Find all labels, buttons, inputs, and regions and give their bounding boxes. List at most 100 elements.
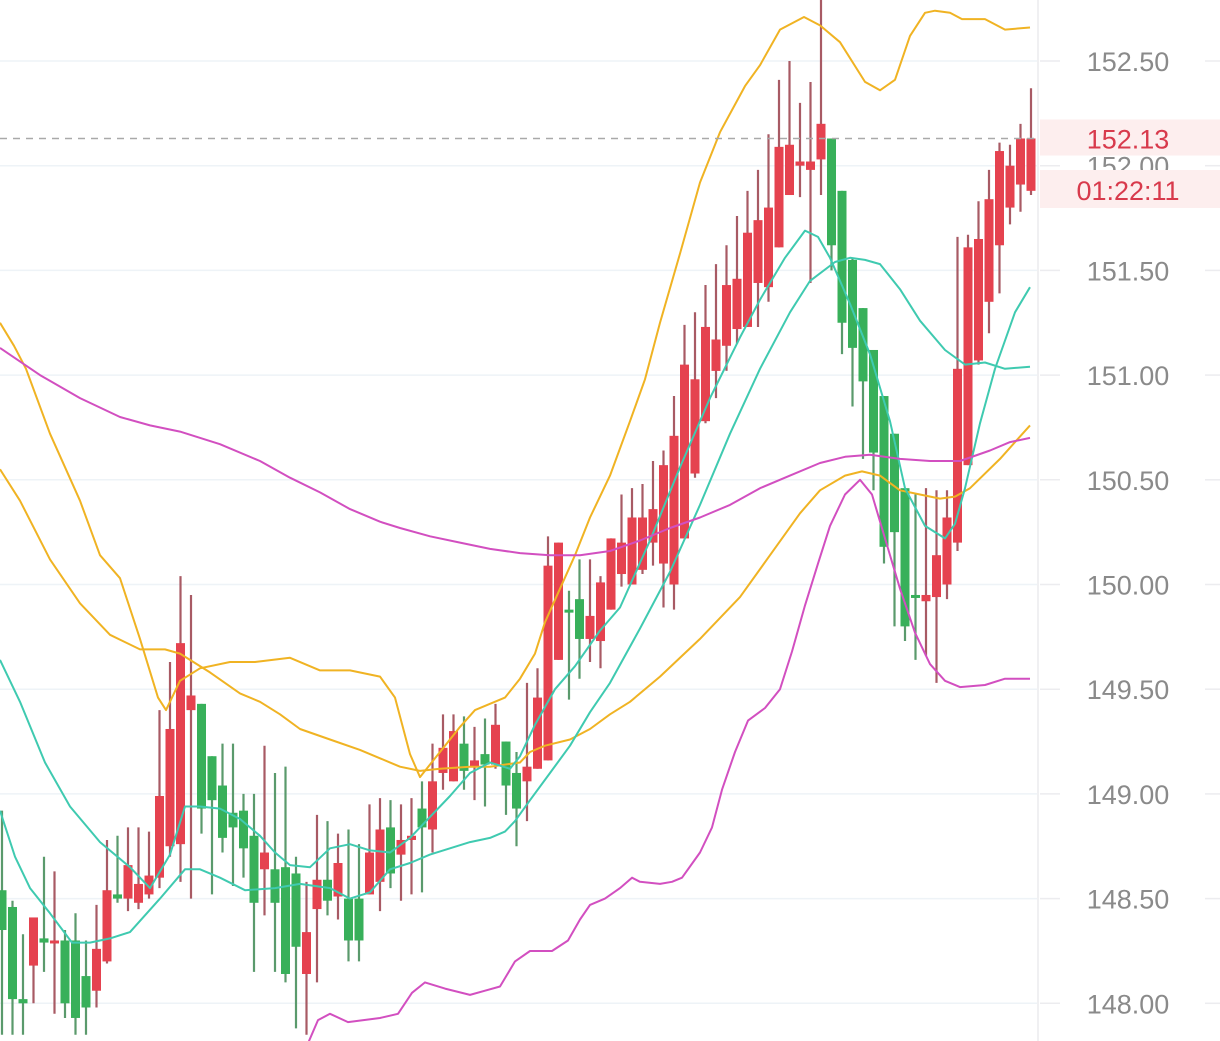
candle-up[interactable]	[312, 879, 322, 910]
candle-up[interactable]	[155, 795, 164, 878]
candle-up[interactable]	[543, 565, 553, 761]
candle-up[interactable]	[522, 766, 532, 782]
candle-up[interactable]	[1026, 138, 1036, 191]
candle-up[interactable]	[407, 835, 416, 840]
candle-up[interactable]	[365, 852, 374, 895]
candle-down[interactable]	[60, 940, 70, 1004]
candle-up[interactable]	[638, 517, 647, 570]
candle-down[interactable]	[837, 190, 847, 323]
candle-down[interactable]	[81, 976, 91, 1008]
candle-up[interactable]	[743, 232, 752, 327]
candle-down[interactable]	[18, 999, 28, 1004]
candle-up[interactable]	[974, 238, 983, 361]
candle-down[interactable]	[564, 609, 574, 613]
candle-down[interactable]	[207, 756, 217, 801]
candle-up[interactable]	[806, 161, 815, 170]
candle-up[interactable]	[932, 555, 941, 598]
candle-up[interactable]	[753, 220, 763, 283]
candle-up[interactable]	[438, 747, 448, 773]
candle-up[interactable]	[921, 594, 931, 602]
candle-down[interactable]	[113, 894, 122, 899]
candle-up[interactable]	[470, 760, 479, 767]
candle-up[interactable]	[606, 538, 616, 610]
candle-up[interactable]	[680, 364, 689, 539]
candle-up[interactable]	[260, 852, 269, 870]
candle-up[interactable]	[50, 940, 59, 944]
candle-down[interactable]	[239, 810, 248, 849]
candle-up[interactable]	[1005, 165, 1015, 208]
candle-up[interactable]	[1016, 138, 1025, 185]
candle-up[interactable]	[659, 465, 668, 564]
candle-up[interactable]	[134, 883, 143, 903]
candle-down[interactable]	[270, 869, 280, 903]
candle-down[interactable]	[0, 890, 7, 931]
candle-down[interactable]	[827, 138, 836, 246]
candle-up[interactable]	[984, 199, 994, 302]
candle-up[interactable]	[953, 368, 962, 543]
price-axis[interactable]: 148.00 148.50 149.00 149.50 150.00 150.50 151.…	[1040, 47, 1220, 1019]
candle-up[interactable]	[554, 542, 563, 660]
candle-down[interactable]	[459, 743, 469, 771]
candle-down[interactable]	[344, 898, 353, 941]
candle-down[interactable]	[575, 599, 584, 639]
candle-up[interactable]	[123, 865, 133, 899]
candle-up[interactable]	[165, 728, 175, 847]
candle-up[interactable]	[302, 932, 311, 974]
candle-down[interactable]	[890, 433, 899, 533]
candle-up[interactable]	[701, 326, 710, 422]
candle-up[interactable]	[795, 161, 805, 166]
candle-down[interactable]	[8, 906, 17, 1000]
candle-down[interactable]	[386, 827, 395, 874]
candle-up[interactable]	[333, 863, 343, 897]
candle-up[interactable]	[764, 207, 773, 288]
candle-up[interactable]	[617, 542, 626, 575]
candle-up[interactable]	[596, 582, 605, 642]
candle-up[interactable]	[428, 781, 437, 830]
candle-down[interactable]	[911, 594, 920, 598]
candle-up[interactable]	[533, 697, 542, 769]
candle-up[interactable]	[711, 339, 721, 371]
candle-up[interactable]	[176, 643, 185, 845]
candle-down[interactable]	[900, 488, 910, 627]
candle-down[interactable]	[197, 703, 206, 809]
candle-up[interactable]	[396, 839, 406, 855]
candle-down[interactable]	[869, 349, 878, 453]
candle-up[interactable]	[816, 123, 826, 160]
candle-up[interactable]	[690, 379, 700, 474]
candle-down[interactable]	[218, 785, 227, 838]
candle-up[interactable]	[92, 948, 101, 991]
candle-up[interactable]	[585, 615, 595, 639]
candle-up[interactable]	[995, 151, 1004, 246]
candle-down[interactable]	[228, 812, 238, 828]
candle-down[interactable]	[480, 754, 490, 765]
candle-down[interactable]	[281, 867, 290, 974]
candle-up[interactable]	[722, 285, 731, 346]
candle-down[interactable]	[291, 873, 301, 947]
candle-up[interactable]	[102, 890, 112, 962]
candle-up[interactable]	[627, 517, 637, 585]
candle-up[interactable]	[449, 731, 458, 782]
candle-up[interactable]	[774, 146, 784, 248]
candle-down[interactable]	[39, 938, 49, 943]
candle-up[interactable]	[29, 917, 38, 966]
candle-down[interactable]	[354, 898, 364, 941]
candle-up[interactable]	[785, 144, 794, 196]
candle-down[interactable]	[858, 308, 868, 382]
candle-up[interactable]	[963, 247, 973, 466]
candle-up[interactable]	[491, 724, 500, 765]
candle-down[interactable]	[848, 259, 857, 348]
candle-down[interactable]	[417, 808, 427, 828]
candle-up[interactable]	[144, 875, 154, 895]
candle-up[interactable]	[186, 695, 196, 711]
candle-up[interactable]	[648, 509, 658, 543]
candle-down[interactable]	[512, 772, 521, 809]
candle-down[interactable]	[323, 879, 332, 901]
candle-down[interactable]	[71, 940, 80, 1018]
candle-down[interactable]	[879, 396, 889, 547]
candle-up[interactable]	[669, 435, 679, 585]
candle-up[interactable]	[732, 278, 742, 330]
candle-up[interactable]	[375, 829, 385, 882]
candle-up[interactable]	[942, 517, 952, 585]
